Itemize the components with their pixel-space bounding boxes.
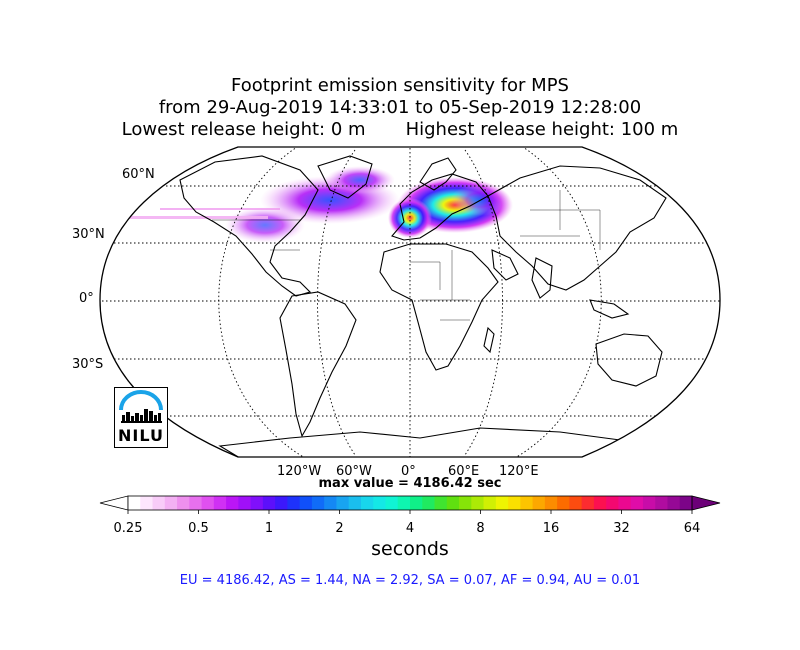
lat-label-0: 0° bbox=[79, 291, 94, 306]
title-line-2: from 29-Aug-2019 14:33:01 to 05-Sep-2019… bbox=[158, 97, 642, 118]
colorbar-segment bbox=[630, 496, 644, 510]
colorbar-segment bbox=[508, 496, 521, 510]
lon-label-0: 0° bbox=[401, 464, 416, 479]
colorbar-segment bbox=[140, 496, 153, 510]
colorbar-segment bbox=[128, 496, 141, 510]
colorbar-segment bbox=[336, 496, 350, 510]
lon-label-60w: 60°W bbox=[336, 464, 372, 479]
colorbar-segment bbox=[422, 496, 435, 510]
colorbar-segment bbox=[581, 496, 595, 510]
max-value-label: max value = 4186.42 sec bbox=[318, 476, 502, 491]
colorbar-segment bbox=[177, 496, 190, 510]
colorbar-tick-label: 0.5 bbox=[188, 521, 209, 536]
colorbar-segment bbox=[287, 496, 301, 510]
colorbar-segment bbox=[164, 496, 178, 510]
lon-label-60e: 60°E bbox=[448, 464, 480, 479]
colorbar-segment bbox=[324, 496, 337, 510]
lat-label-30s: 30°S bbox=[72, 357, 104, 372]
colorbar-segment bbox=[544, 496, 558, 510]
graticule bbox=[100, 147, 720, 457]
colorbar-segment bbox=[618, 496, 632, 510]
colorbar-tick-label: 16 bbox=[542, 521, 560, 536]
colorbar-tick-label: 2 bbox=[335, 521, 344, 536]
colorbar-tick-label: 1 bbox=[264, 521, 274, 536]
colorbar-segment bbox=[299, 496, 313, 510]
colorbar-segment bbox=[311, 496, 325, 510]
colorbar-segment bbox=[189, 496, 202, 510]
colorbar-segment bbox=[667, 496, 681, 510]
colorbar-segment bbox=[434, 496, 448, 510]
colorbar-segment bbox=[348, 496, 362, 510]
nilu-logo: NILU bbox=[114, 387, 168, 448]
colorbar-segment bbox=[152, 496, 166, 510]
colorbar-tick-label: 4 bbox=[405, 521, 415, 536]
coastlines bbox=[179, 155, 667, 457]
colorbar-segment bbox=[593, 496, 607, 510]
colorbar-segment bbox=[569, 496, 583, 510]
title-line-1: Footprint emission sensitivity for MPS bbox=[231, 75, 569, 96]
colorbar-segment bbox=[642, 496, 656, 510]
colorbar-segment bbox=[397, 496, 411, 510]
colorbar-segment bbox=[275, 496, 288, 510]
colorbar-segment bbox=[226, 496, 239, 510]
colorbar-segment bbox=[655, 496, 668, 510]
lat-label-60n: 60°N bbox=[122, 167, 155, 182]
colorbar-segment bbox=[495, 496, 509, 510]
lon-label-120e: 120°E bbox=[499, 464, 539, 479]
colorbar-segment bbox=[385, 496, 399, 510]
colorbar-segment bbox=[201, 496, 215, 510]
colorbar-segment bbox=[532, 496, 546, 510]
colorbar-segment bbox=[606, 496, 619, 510]
colorbar-segment bbox=[446, 496, 460, 510]
country-borders bbox=[212, 190, 601, 321]
colorbar-segment bbox=[471, 496, 484, 510]
colorbar-units-label: seconds bbox=[371, 538, 449, 560]
region-stats: EU = 4186.42, AS = 1.44, NA = 2.92, SA =… bbox=[179, 573, 641, 588]
colorbar-segment bbox=[520, 496, 534, 510]
colorbar-segment bbox=[250, 496, 264, 510]
nilu-logo-text: NILU bbox=[118, 426, 164, 445]
colorbar-tick-label: 8 bbox=[476, 521, 485, 536]
colorbar-segment bbox=[373, 496, 386, 510]
colorbar-segment bbox=[238, 496, 252, 510]
colorbar-segment bbox=[410, 496, 423, 510]
colorbar-tick-label: 64 bbox=[683, 521, 701, 536]
colorbar-segment bbox=[262, 496, 276, 510]
colorbar-tick-label: 0.25 bbox=[113, 521, 143, 536]
title-line-3: Lowest release height: 0 m Highest relea… bbox=[121, 119, 679, 140]
map-frame bbox=[99, 146, 721, 458]
colorbar-segment bbox=[483, 496, 497, 510]
colorbar-under-arrow bbox=[99, 495, 129, 511]
colorbar-over-arrow bbox=[691, 495, 721, 511]
colorbar-segment bbox=[459, 496, 472, 510]
colorbar-segment bbox=[679, 496, 693, 510]
colorbar-tick-label: 32 bbox=[613, 521, 630, 536]
colorbar-segment bbox=[360, 496, 374, 510]
colorbar-segment bbox=[557, 496, 570, 510]
colorbar-segment bbox=[213, 496, 227, 510]
lon-label-120w: 120°W bbox=[277, 464, 322, 479]
lat-label-30n: 30°N bbox=[72, 227, 105, 242]
